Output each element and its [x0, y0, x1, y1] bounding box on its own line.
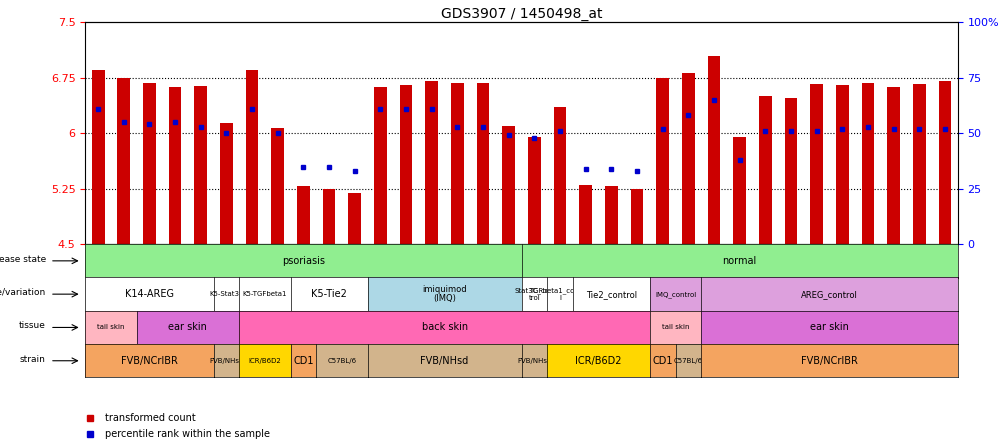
- Bar: [399, 85, 412, 244]
- Text: TGFbeta1_control
l: TGFbeta1_control l: [529, 288, 590, 301]
- Bar: [553, 107, 566, 244]
- Text: K5-TGFbeta1: K5-TGFbeta1: [242, 291, 287, 297]
- Text: K5-Tie2: K5-Tie2: [311, 289, 347, 299]
- Text: AREG_control: AREG_control: [801, 289, 857, 299]
- Text: IMQ_control: IMQ_control: [654, 291, 695, 297]
- Bar: [887, 87, 899, 244]
- Bar: [194, 86, 207, 244]
- Text: ICR/B6D2: ICR/B6D2: [248, 358, 281, 364]
- Text: CD1: CD1: [652, 356, 672, 366]
- Text: K14-AREG: K14-AREG: [125, 289, 173, 299]
- Bar: [143, 83, 155, 244]
- Title: GDS3907 / 1450498_at: GDS3907 / 1450498_at: [440, 7, 602, 21]
- Bar: [476, 83, 489, 244]
- Text: strain: strain: [20, 355, 46, 364]
- Bar: [348, 193, 361, 244]
- Text: Stat3C_con
trol: Stat3C_con trol: [514, 288, 553, 301]
- Text: percentile rank within the sample: percentile rank within the sample: [105, 429, 271, 439]
- Bar: [272, 128, 284, 244]
- Bar: [374, 87, 387, 244]
- Text: FVB/NHsd: FVB/NHsd: [420, 356, 468, 366]
- Bar: [425, 81, 438, 244]
- Text: genotype/variation: genotype/variation: [0, 288, 46, 297]
- Bar: [527, 137, 540, 244]
- Bar: [810, 83, 823, 244]
- Text: FVB/NCrIBR: FVB/NCrIBR: [801, 356, 857, 366]
- Bar: [502, 126, 515, 244]
- Text: back skin: back skin: [421, 322, 467, 333]
- Text: Tie2_control: Tie2_control: [585, 289, 636, 299]
- Text: FVB/NHsd: FVB/NHsd: [209, 358, 243, 364]
- Text: disease state: disease state: [0, 255, 46, 264]
- Text: FVB/NCrIBR: FVB/NCrIBR: [121, 356, 177, 366]
- Text: ear skin: ear skin: [810, 322, 848, 333]
- Bar: [707, 56, 719, 244]
- Text: CD1: CD1: [293, 356, 314, 366]
- Text: C57BL/6: C57BL/6: [673, 358, 702, 364]
- Bar: [759, 96, 771, 244]
- Bar: [117, 79, 130, 244]
- Bar: [655, 78, 668, 244]
- Text: psoriasis: psoriasis: [282, 256, 325, 266]
- Text: imiquimod
(IMQ): imiquimod (IMQ): [422, 285, 466, 304]
- Bar: [297, 186, 310, 244]
- Bar: [630, 189, 643, 244]
- Text: tissue: tissue: [19, 321, 46, 330]
- Text: normal: normal: [721, 256, 757, 266]
- Bar: [323, 190, 335, 244]
- Bar: [681, 72, 694, 244]
- Bar: [579, 185, 591, 244]
- Text: tail skin: tail skin: [661, 325, 688, 330]
- Bar: [732, 137, 745, 244]
- Bar: [938, 81, 951, 244]
- Text: ICR/B6D2: ICR/B6D2: [575, 356, 621, 366]
- Text: tail skin: tail skin: [97, 325, 124, 330]
- Bar: [784, 98, 797, 244]
- Bar: [451, 83, 463, 244]
- Text: C57BL/6: C57BL/6: [327, 358, 356, 364]
- Bar: [604, 186, 617, 244]
- Text: transformed count: transformed count: [105, 413, 195, 424]
- Bar: [835, 85, 848, 244]
- Bar: [912, 83, 925, 244]
- Text: FVB/NHsd: FVB/NHsd: [517, 358, 551, 364]
- Bar: [245, 70, 259, 244]
- Bar: [861, 83, 874, 244]
- Text: ear skin: ear skin: [168, 322, 207, 333]
- Bar: [91, 70, 104, 244]
- Bar: [219, 123, 232, 244]
- Bar: [168, 87, 181, 244]
- Text: K5-Stat3C: K5-Stat3C: [208, 291, 243, 297]
